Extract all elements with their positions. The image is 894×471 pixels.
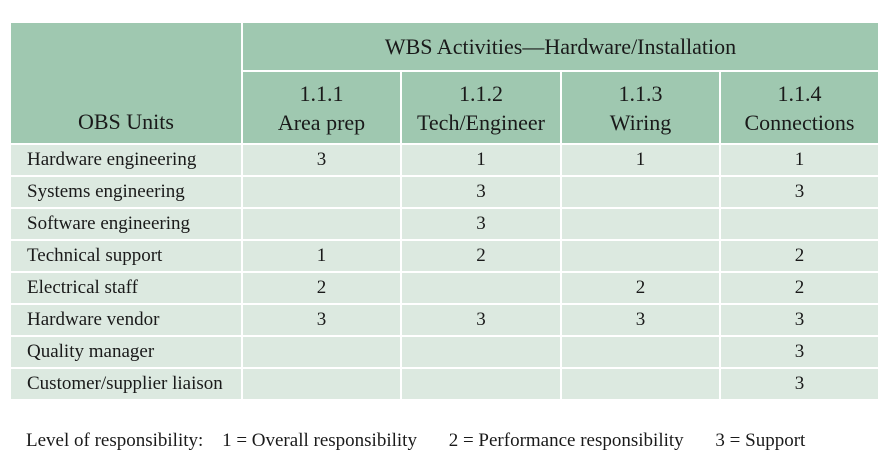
table-cell (400, 271, 562, 305)
header-row-activities: 1.1.1 Area prep 1.1.2 Tech/Engineer 1.1.… (10, 70, 880, 145)
table-cell: 2 (400, 239, 562, 273)
table-cell: 3 (719, 335, 880, 369)
responsibility-legend: Level of responsibility: 1 = Overall res… (26, 430, 805, 452)
table-cell (560, 175, 721, 209)
table-row: Technical support 1 2 2 (9, 239, 880, 273)
obs-unit-label: Systems engineering (9, 175, 243, 209)
activity-header-3: 1.1.3 Wiring (560, 70, 721, 145)
table-cell: 3 (400, 207, 562, 241)
activity-name: Area prep (277, 109, 366, 135)
activity-code: 1.1.2 (459, 80, 503, 106)
legend-title: Level of responsibility: (26, 430, 204, 451)
obs-unit-label: Hardware engineering (9, 143, 243, 177)
table-cell (241, 335, 402, 369)
wbs-activities-header: WBS Activities—Hardware/Installation (241, 21, 880, 72)
responsibility-matrix-table: OBS Units WBS Activities—Hardware/Instal… (9, 21, 880, 401)
table-cell (400, 335, 562, 369)
table-cell: 1 (400, 143, 562, 177)
table-cell: 1 (560, 143, 721, 177)
activity-code: 1.1.3 (618, 80, 663, 106)
table-cell: 2 (719, 239, 880, 273)
table-row: Quality manager 3 (9, 335, 880, 369)
table-cell: 3 (560, 303, 721, 337)
table-cell: 2 (719, 271, 880, 305)
activity-header-1: 1.1.1 Area prep (241, 70, 402, 145)
table-cell (400, 367, 562, 401)
activity-header-2: 1.1.2 Tech/Engineer (400, 70, 562, 145)
table-cell (560, 239, 721, 273)
table-cell: 2 (560, 271, 721, 305)
table-row: Software engineering 3 (9, 207, 880, 241)
legend-item-performance: 2 = Performance responsibility (448, 430, 684, 451)
legend-item-overall: 1 = Overall responsibility (222, 430, 417, 451)
obs-unit-label: Electrical staff (9, 271, 243, 305)
table-cell: 3 (400, 303, 562, 337)
activity-code: 1.1.4 (777, 80, 822, 106)
table-cell (241, 367, 402, 401)
activity-name: Wiring (609, 109, 672, 135)
table-row: Hardware vendor 3 3 3 3 (9, 303, 880, 337)
obs-unit-label: Customer/supplier liaison (9, 367, 243, 401)
header-row-wbs: OBS Units WBS Activities—Hardware/Instal… (9, 21, 880, 145)
activity-header-4: 1.1.4 Connections (719, 70, 880, 145)
table-row: Customer/supplier liaison 3 (9, 367, 880, 401)
table-cell (560, 367, 721, 401)
obs-unit-label: Quality manager (9, 335, 243, 369)
obs-units-header: OBS Units (9, 21, 243, 145)
activity-name: Connections (744, 109, 855, 135)
activity-code: 1.1.1 (299, 80, 344, 106)
table-cell (241, 207, 402, 241)
table-cell: 3 (719, 175, 880, 209)
table-cell: 3 (241, 303, 402, 337)
table-cell (241, 175, 402, 209)
table-cell: 2 (241, 271, 402, 305)
table-cell (719, 207, 880, 241)
obs-unit-label: Software engineering (9, 207, 243, 241)
table-row: Systems engineering 3 3 (9, 175, 880, 209)
obs-unit-label: Technical support (9, 239, 243, 273)
table-cell: 3 (241, 143, 402, 177)
table-row: Hardware engineering 3 1 1 1 (9, 143, 880, 177)
table-body: Hardware engineering 3 1 1 1 Systems eng… (9, 143, 880, 401)
table-row: Electrical staff 2 2 2 (9, 271, 880, 305)
table-cell: 1 (241, 239, 402, 273)
obs-unit-label: Hardware vendor (9, 303, 243, 337)
table-header: OBS Units WBS Activities—Hardware/Instal… (9, 21, 880, 145)
activity-name: Tech/Engineer (417, 109, 545, 135)
table-cell (560, 335, 721, 369)
table-cell: 1 (719, 143, 880, 177)
table-cell: 3 (400, 175, 562, 209)
table-cell (560, 207, 721, 241)
table-cell: 3 (719, 303, 880, 337)
legend-item-support: 3 = Support (715, 430, 806, 451)
table-cell: 3 (719, 367, 880, 401)
